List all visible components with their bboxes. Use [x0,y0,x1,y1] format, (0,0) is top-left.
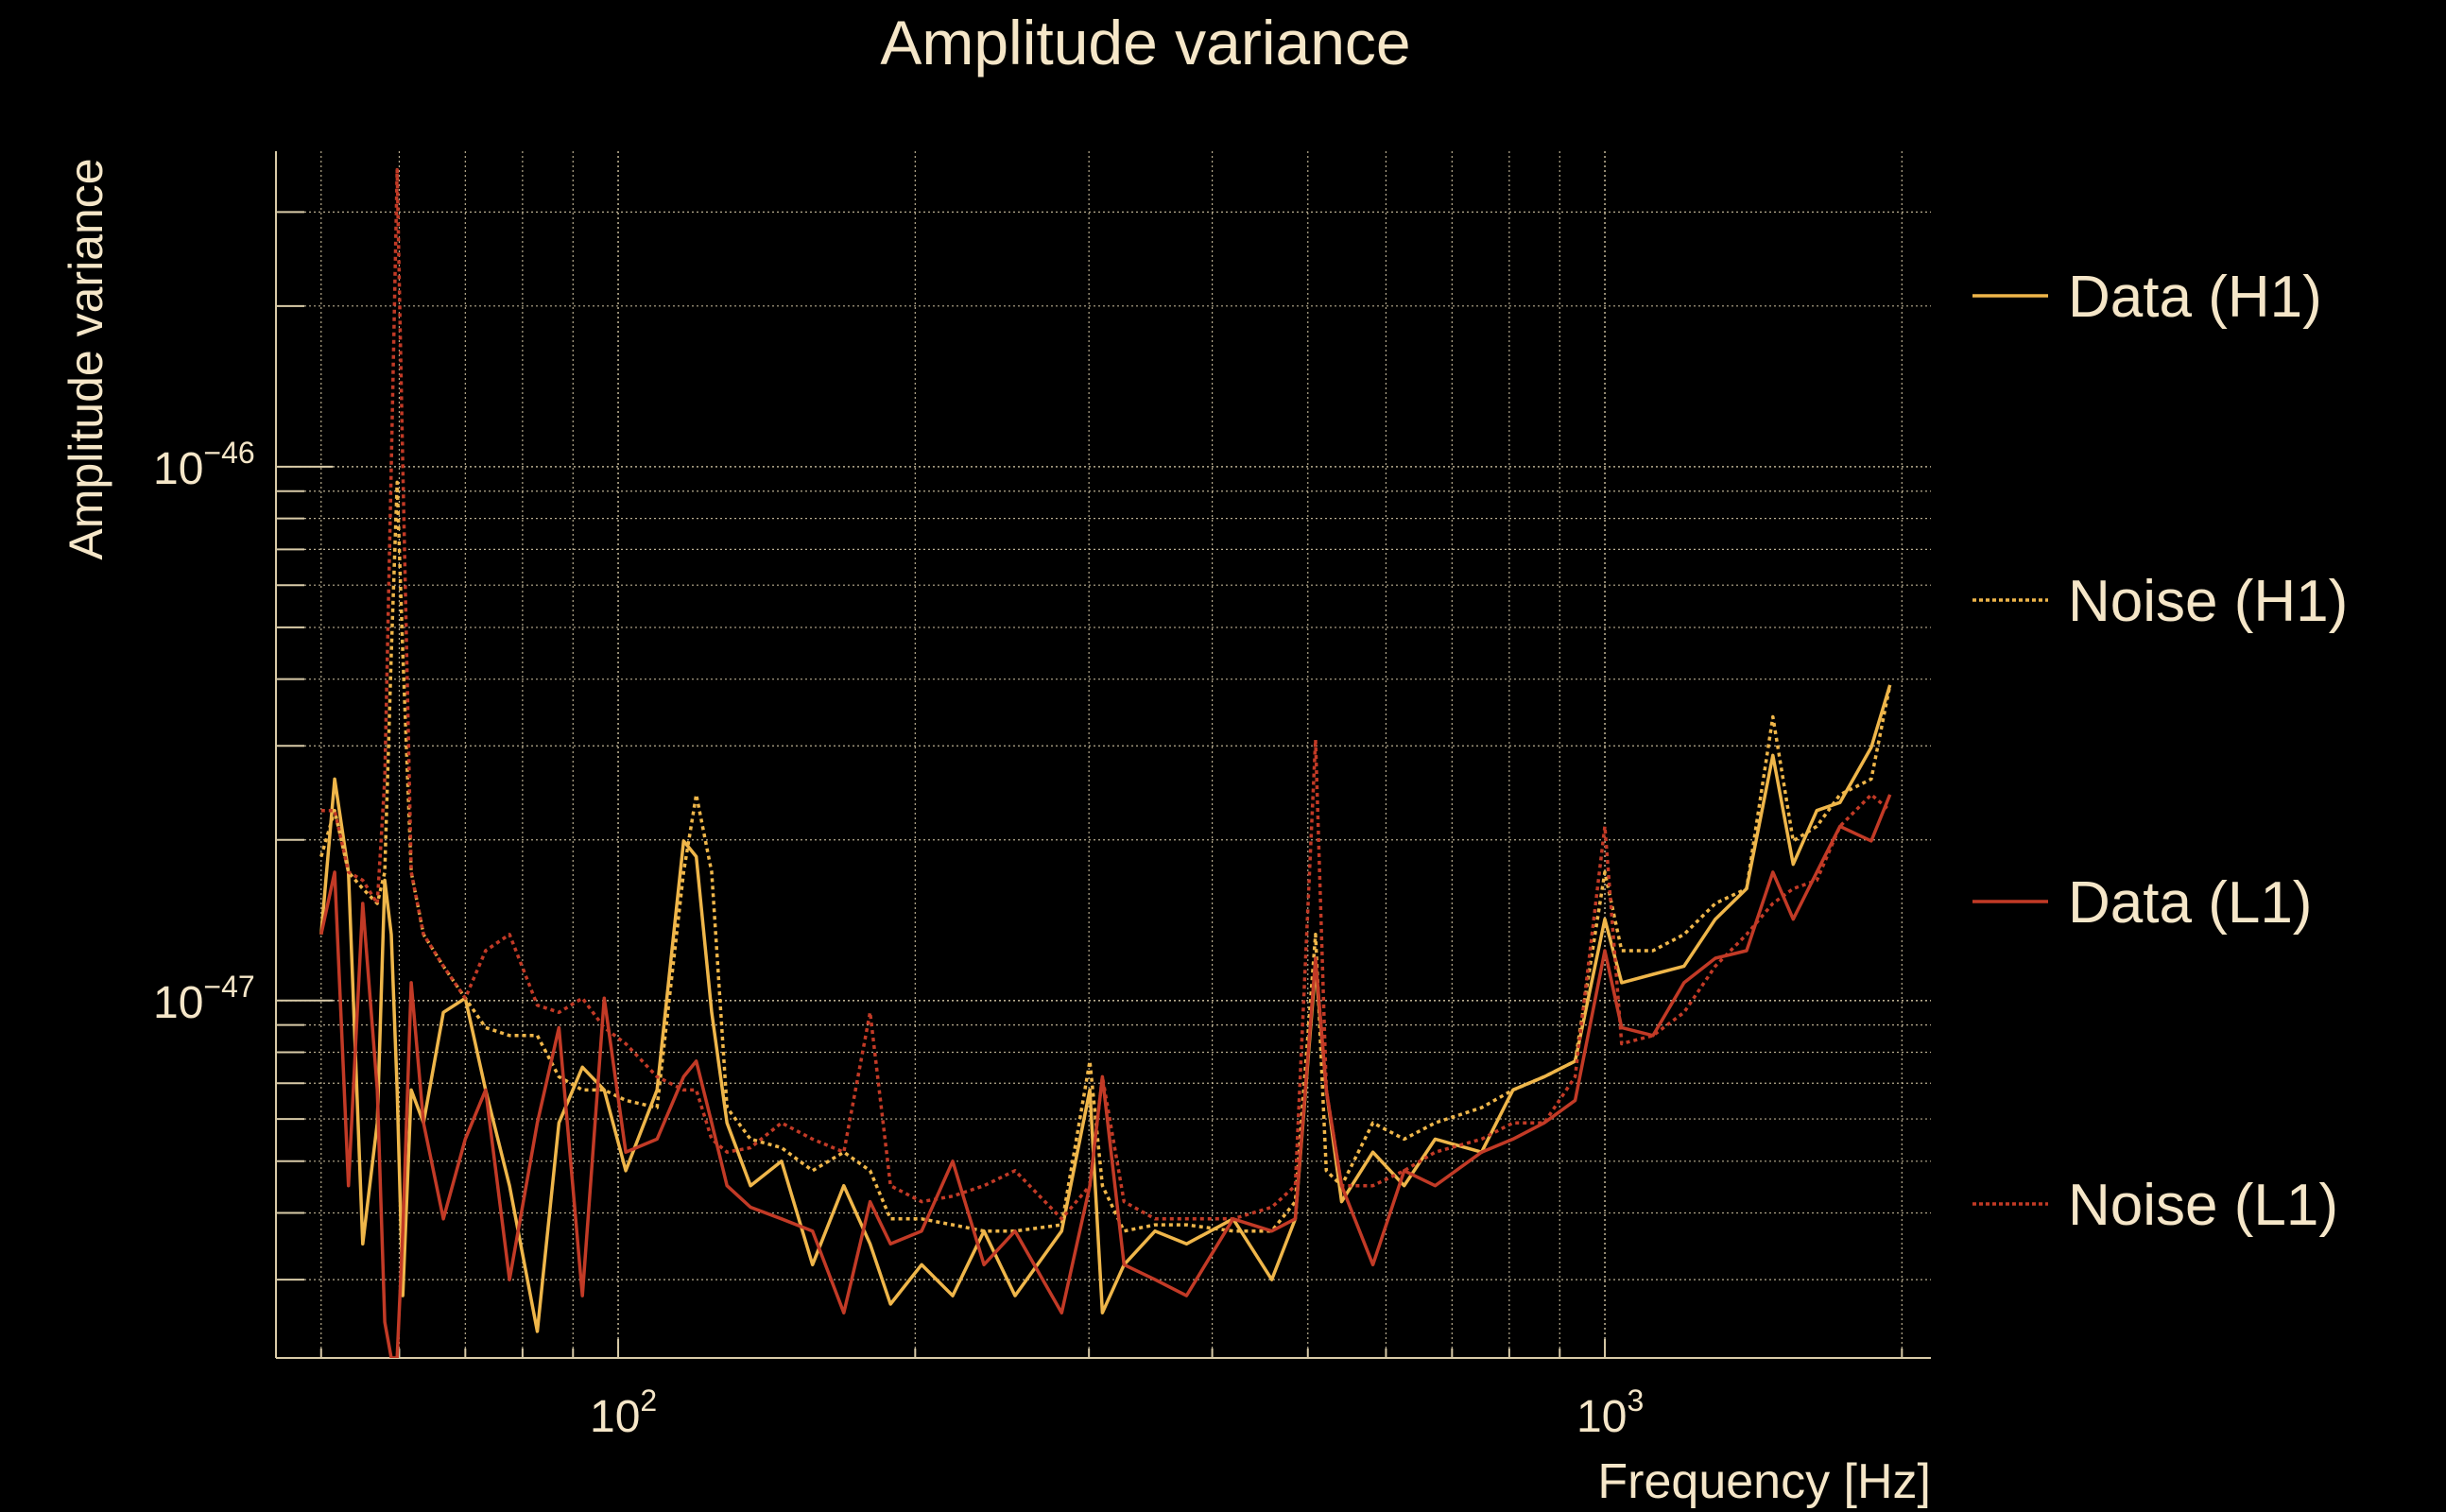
legend-label: Data (L1) [2068,870,2312,936]
y-tick-label: 10−46 [153,436,255,494]
legend-label: Noise (L1) [2068,1173,2338,1238]
series-lines [319,167,1892,1358]
x-tick-label: 103 [1576,1383,1644,1442]
series-line-data-h1 [319,684,1892,1333]
legend: Data (H1) Noise (H1) Data (L1) Noise (L1) [1972,265,2348,1238]
y-axis-label: Amplitude variance [60,158,112,559]
x-tick-label: 102 [590,1383,657,1442]
legend-label: Data (H1) [2068,265,2322,330]
grid [276,151,1931,1358]
series-line-data-l1 [319,794,1892,1358]
chart-title: Amplitude variance [880,8,1410,77]
y-tick-label: 10−47 [153,970,255,1028]
x-axis-label: Frequency [Hz] [1597,1454,1931,1509]
series-line-noise-l1 [320,167,1891,1221]
plot-area [276,151,1931,1358]
legend-label: Noise (H1) [2068,569,2348,634]
axes: 102 103 10−47 10−46 [153,151,1931,1442]
